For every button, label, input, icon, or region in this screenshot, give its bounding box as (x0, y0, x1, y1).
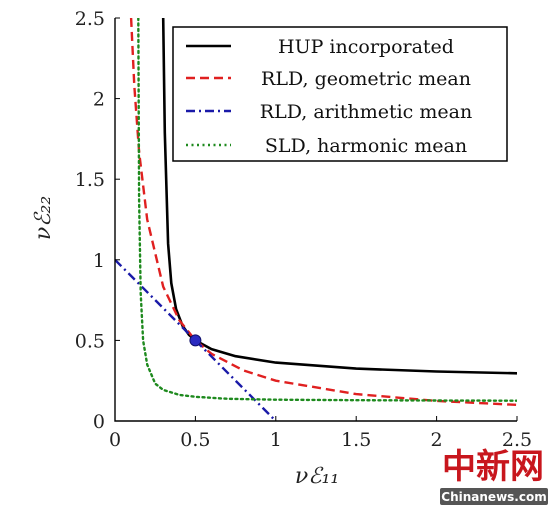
x-tick-label: 1 (270, 429, 282, 451)
x-tick-label: 2.5 (502, 429, 532, 451)
watermark-chinese: 中新网 (442, 447, 544, 487)
series-line-3 (137, 18, 517, 402)
x-axis-title: νℰ₁₁ (295, 464, 339, 489)
x-tick-label: 2 (431, 429, 443, 451)
legend-label-1: RLD, geometric mean (261, 68, 471, 90)
y-tick-label: 1 (93, 250, 105, 272)
y-tick-label: 1.5 (75, 169, 105, 191)
y-tick-label: 0 (93, 411, 105, 433)
watermark-site-bg (440, 488, 548, 505)
watermark-site: Chinanews.com (441, 490, 546, 504)
legend: HUP incorporated RLD, geometric mean RLD, … (172, 26, 508, 162)
legend-label-0: HUP incorporated (278, 36, 454, 58)
y-tick-label: 2.5 (75, 8, 105, 30)
x-tick-label: 1.5 (341, 429, 371, 451)
y-tick-label: 2 (93, 89, 105, 111)
x-tick-label: 0 (109, 429, 121, 451)
legend-box (172, 26, 508, 162)
legend-label-2: RLD, arithmetic mean (260, 101, 472, 123)
legend-label-3: SLD, harmonic mean (265, 135, 467, 157)
marker-point (189, 334, 202, 347)
y-axis-title: νℰ₂₂ (31, 196, 56, 240)
watermark: 中新网 Chinanews.com (440, 447, 548, 505)
x-tick-label: 0.5 (180, 429, 210, 451)
y-tick-label: 0.5 (75, 330, 105, 352)
